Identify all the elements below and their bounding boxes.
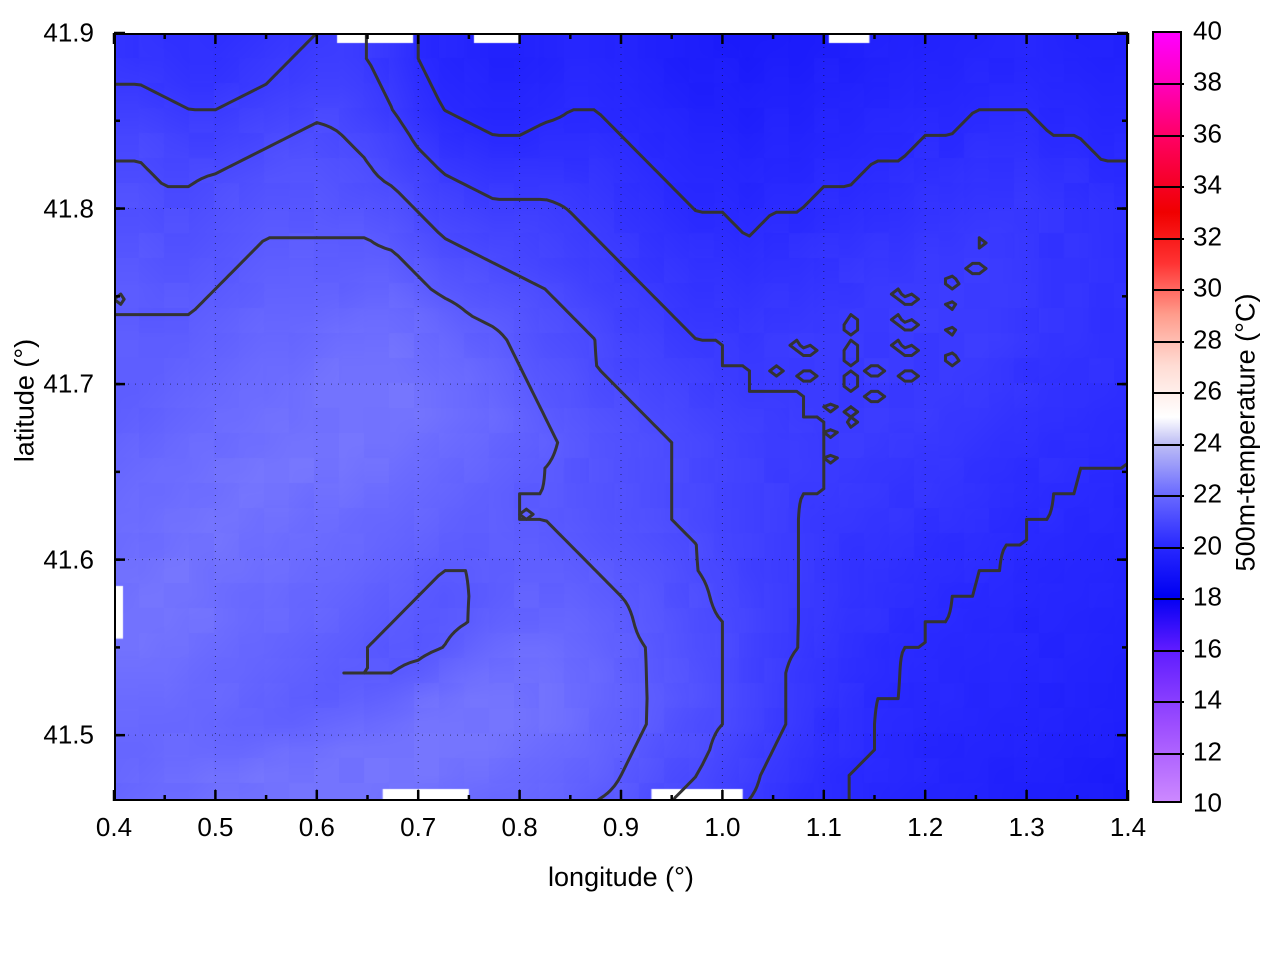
contour-line bbox=[114, 121, 724, 801]
colorbar-tick-label: 16 bbox=[1193, 633, 1222, 664]
y-tick-label: 41.7 bbox=[43, 368, 94, 399]
colorbar-tick-mark bbox=[1154, 598, 1184, 601]
colorbar-tick-mark bbox=[1154, 289, 1184, 292]
colorbar-tick-label: 36 bbox=[1193, 118, 1222, 149]
grid-lines-layer bbox=[114, 33, 1128, 801]
colorbar-gradient bbox=[1154, 33, 1180, 801]
colorbar-tick-label: 20 bbox=[1193, 530, 1222, 561]
colorbar-tick-label: 14 bbox=[1193, 684, 1222, 715]
colorbar-tick-mark bbox=[1154, 237, 1184, 240]
y-tick-label: 41.5 bbox=[43, 719, 94, 750]
x-tick-label: 1.4 bbox=[1109, 812, 1147, 842]
colorbar-tick-label: 40 bbox=[1193, 15, 1222, 46]
colorbar-tick-label: 32 bbox=[1193, 221, 1222, 252]
contour-line bbox=[114, 236, 649, 801]
colorbar-tick-label: 28 bbox=[1193, 324, 1222, 355]
x-tick-label: 0.9 bbox=[602, 812, 640, 842]
x-axis-title: longitude (°) bbox=[548, 862, 694, 892]
colorbar-tick-mark bbox=[1154, 546, 1184, 549]
colorbar bbox=[1152, 31, 1184, 803]
x-tick-label: 0.7 bbox=[400, 812, 437, 842]
colorbar-tick-label: 38 bbox=[1193, 66, 1222, 97]
colorbar-tick-label: 18 bbox=[1193, 581, 1222, 612]
colorbar-tick-label: 30 bbox=[1193, 272, 1222, 303]
heatmap-layer bbox=[114, 33, 1128, 801]
colorbar-tick-label: 10 bbox=[1193, 787, 1222, 818]
colorbar-tick-mark bbox=[1154, 186, 1184, 189]
x-tick-label: 0.8 bbox=[501, 812, 538, 842]
colorbar-tick-label: 24 bbox=[1193, 427, 1222, 458]
colorbar-tick-mark bbox=[1154, 752, 1184, 755]
y-tick-label: 41.6 bbox=[43, 544, 94, 575]
colorbar-title: 500m-temperature (°C) bbox=[1230, 293, 1261, 572]
x-tick-label: 1.2 bbox=[907, 812, 944, 842]
colorbar-tick-label: 34 bbox=[1193, 169, 1222, 200]
colorbar-tick-mark bbox=[1154, 340, 1184, 343]
y-tick-label: 41.9 bbox=[43, 17, 94, 48]
colorbar-tick-label: 22 bbox=[1193, 478, 1222, 509]
colorbar-tick-mark bbox=[1154, 649, 1184, 652]
x-tick-label: 0.6 bbox=[298, 812, 335, 842]
colorbar-tick-mark bbox=[1154, 495, 1184, 498]
contour-lines-layer bbox=[114, 33, 1128, 801]
colorbar-tick-label: 26 bbox=[1193, 375, 1222, 406]
colorbar-tick-mark bbox=[1154, 83, 1184, 86]
x-tick-label: 1.3 bbox=[1008, 812, 1045, 842]
colorbar-tick-mark bbox=[1154, 701, 1184, 704]
x-tick-label: 0.5 bbox=[197, 812, 234, 842]
colorbar-tick-mark bbox=[1154, 392, 1184, 395]
y-tick-label: 41.8 bbox=[43, 193, 94, 224]
x-tick-label: 0.4 bbox=[95, 812, 133, 842]
contour-line bbox=[416, 33, 1128, 801]
colorbar-tick-label: 12 bbox=[1193, 736, 1222, 767]
colorbar-tick-mark bbox=[1154, 443, 1184, 446]
x-tick-label: 1.1 bbox=[805, 812, 842, 842]
heatmap-plot-area bbox=[114, 33, 1128, 801]
colorbar-tick-mark bbox=[1154, 134, 1184, 137]
x-tick-label: 1.0 bbox=[704, 812, 741, 842]
y-axis-title: latitude (°) bbox=[9, 338, 40, 463]
contour-line bbox=[114, 33, 988, 801]
